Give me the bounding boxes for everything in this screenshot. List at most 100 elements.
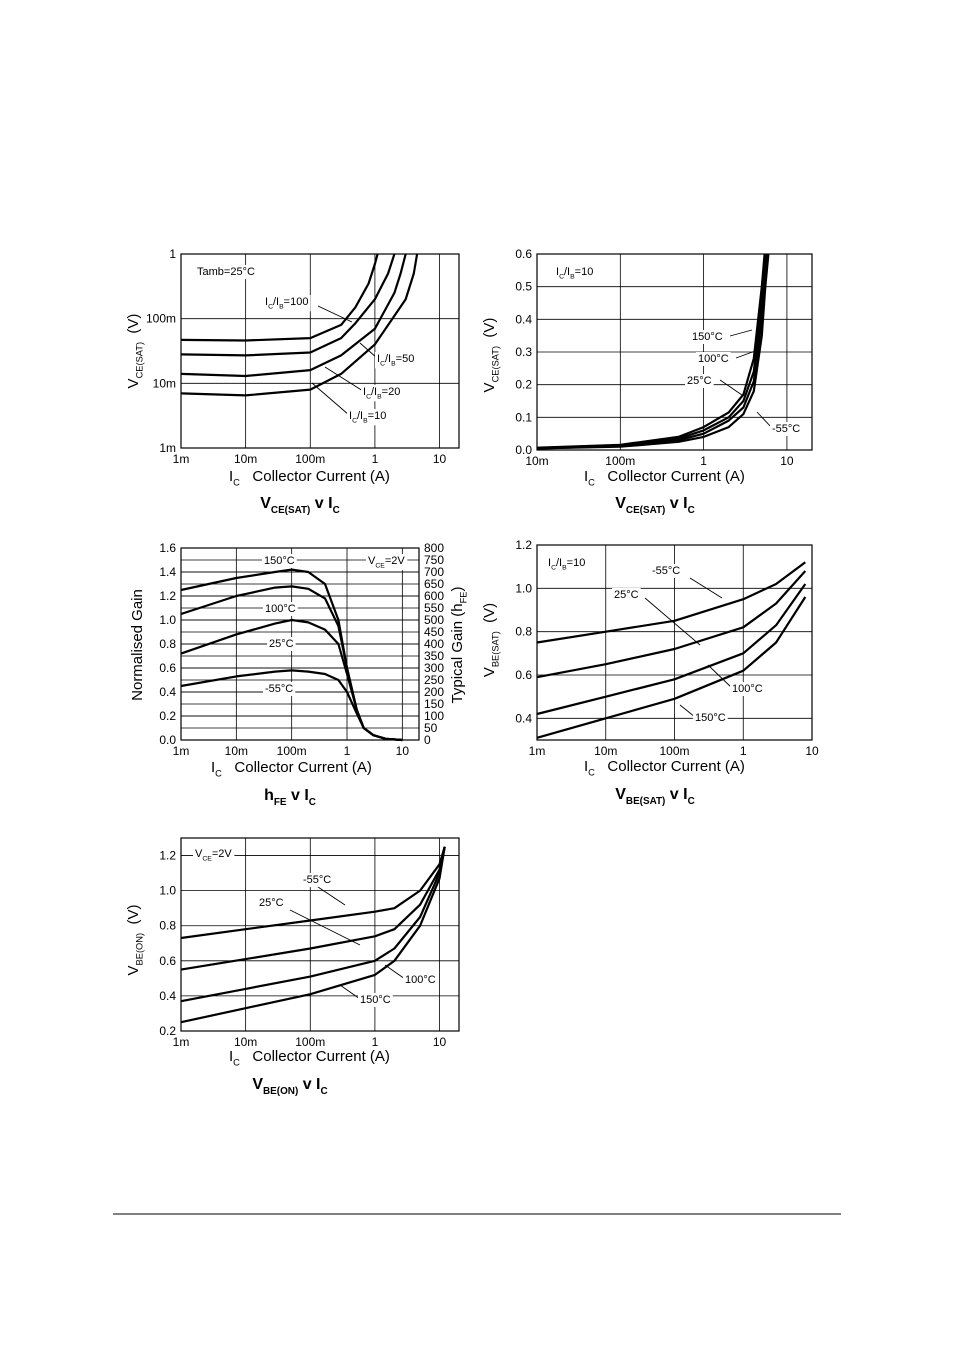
annotation: -55°C bbox=[652, 565, 680, 577]
y-tick-label: 0.8 bbox=[515, 625, 532, 639]
leader-line bbox=[689, 577, 723, 599]
annotation-background bbox=[301, 873, 334, 887]
text-part: /I bbox=[556, 557, 562, 569]
subscript: C bbox=[551, 564, 556, 571]
y2-tick-label: 450 bbox=[424, 625, 444, 639]
subscript: B bbox=[377, 393, 382, 400]
plot-frame bbox=[180, 253, 460, 449]
text-part: I bbox=[584, 468, 588, 485]
leader-line bbox=[729, 329, 753, 337]
annotation: 25°C bbox=[269, 638, 294, 650]
x-tick-label: 10m bbox=[594, 744, 617, 758]
plot-area bbox=[181, 838, 459, 1031]
subscript: C bbox=[588, 768, 595, 778]
text-part: Collector Current (A) bbox=[222, 759, 372, 776]
curve bbox=[180, 846, 446, 940]
subscript: CE bbox=[202, 855, 212, 862]
y-tick-label: 1.2 bbox=[515, 538, 532, 552]
y-tick-label: 0.8 bbox=[159, 919, 176, 933]
annotation-background bbox=[685, 374, 714, 388]
annotation-background bbox=[263, 602, 298, 616]
y-tick-label: 0.4 bbox=[159, 685, 176, 699]
text-part: V bbox=[615, 495, 626, 512]
text-part: =10 bbox=[567, 557, 586, 569]
text-part: /I bbox=[385, 353, 391, 365]
y-axis-label: VBE(ON) (V) bbox=[125, 905, 145, 976]
subscript: C bbox=[688, 505, 695, 516]
annotation-background bbox=[730, 682, 765, 696]
y2-tick-label: 500 bbox=[424, 613, 444, 627]
x-axis-label: IC Collector Current (A) bbox=[229, 468, 390, 488]
subscript: BE(ON) bbox=[135, 933, 145, 966]
annotation: Tamb=25°C bbox=[197, 266, 255, 278]
leader-line bbox=[679, 704, 696, 718]
y-tick-label: 0.2 bbox=[515, 378, 532, 392]
y-tick-label: 0.8 bbox=[159, 637, 176, 651]
text-part: V bbox=[195, 848, 203, 860]
x-tick-label: 100m bbox=[605, 454, 635, 468]
text-part: I bbox=[349, 410, 352, 422]
subscript: CE(SAT) bbox=[135, 342, 145, 379]
subscript: FE bbox=[459, 592, 469, 604]
subscript: C bbox=[380, 360, 385, 367]
leader-line bbox=[324, 366, 364, 392]
text-part: /I bbox=[357, 410, 363, 422]
annotation-background bbox=[358, 993, 393, 1007]
annotation-background bbox=[263, 682, 296, 696]
leader-line bbox=[707, 664, 733, 689]
x-tick-label: 100m bbox=[295, 452, 325, 466]
leader-line bbox=[644, 597, 701, 646]
x-tick-label: 100m bbox=[295, 1035, 325, 1049]
text-part: 100°C bbox=[698, 353, 729, 365]
curve bbox=[536, 253, 769, 450]
y-axis-label: VCE(SAT) (V) bbox=[481, 318, 501, 393]
text-part: Collector Current (A) bbox=[595, 468, 745, 485]
subscript: C bbox=[233, 1058, 240, 1068]
annotation-background bbox=[554, 265, 596, 282]
annotation: -55°C bbox=[772, 423, 800, 435]
y-tick-label: 0.0 bbox=[159, 733, 176, 747]
subscript: C bbox=[366, 393, 371, 400]
subscript: B bbox=[279, 303, 284, 310]
subscript: BE(SAT) bbox=[491, 631, 501, 667]
curve bbox=[536, 253, 766, 449]
chart-title: VCE(SAT) v IC bbox=[260, 495, 340, 516]
y-tick-label: 0.0 bbox=[515, 443, 532, 457]
annotation-background bbox=[193, 847, 235, 864]
subscript: C bbox=[688, 796, 695, 807]
leader-line bbox=[384, 964, 406, 980]
annotation-background bbox=[195, 265, 257, 279]
y-tick-label: 1.0 bbox=[515, 581, 532, 595]
y-tick-label: 0.2 bbox=[159, 709, 176, 723]
y-tick-label: 0.4 bbox=[159, 989, 176, 1003]
annotation: IC/IB=10 bbox=[349, 410, 386, 424]
annotation: -55°C bbox=[303, 874, 331, 886]
text-part: V bbox=[481, 667, 498, 677]
text-part: Tamb=25°C bbox=[197, 266, 255, 278]
x-tick-label: 1m bbox=[173, 744, 190, 758]
text-part: 100°C bbox=[265, 603, 296, 615]
text-part: I bbox=[377, 353, 380, 365]
text-part: 150°C bbox=[692, 331, 723, 343]
text-part: V bbox=[615, 786, 626, 803]
curve bbox=[180, 669, 403, 742]
leader-line bbox=[339, 984, 361, 1000]
text-part: Typical Gain (h bbox=[449, 603, 466, 703]
x-tick-label: 1 bbox=[700, 454, 707, 468]
annotation-background bbox=[347, 409, 389, 426]
text-part: 150°C bbox=[360, 994, 391, 1006]
y-tick-label: 0.6 bbox=[159, 954, 176, 968]
text-part: v I bbox=[298, 1076, 320, 1093]
y2-tick-label: 300 bbox=[424, 661, 444, 675]
annotation-background bbox=[263, 295, 311, 312]
x-tick-label: 100m bbox=[277, 744, 307, 758]
y-tick-label: 1.0 bbox=[159, 884, 176, 898]
text-part: 25°C bbox=[269, 638, 294, 650]
leader-line bbox=[289, 909, 361, 946]
x-axis-label: IC Collector Current (A) bbox=[584, 468, 745, 488]
annotation-background bbox=[696, 352, 731, 366]
leader-line bbox=[719, 379, 743, 396]
subscript: B bbox=[391, 360, 396, 367]
y2-tick-label: 350 bbox=[424, 649, 444, 663]
